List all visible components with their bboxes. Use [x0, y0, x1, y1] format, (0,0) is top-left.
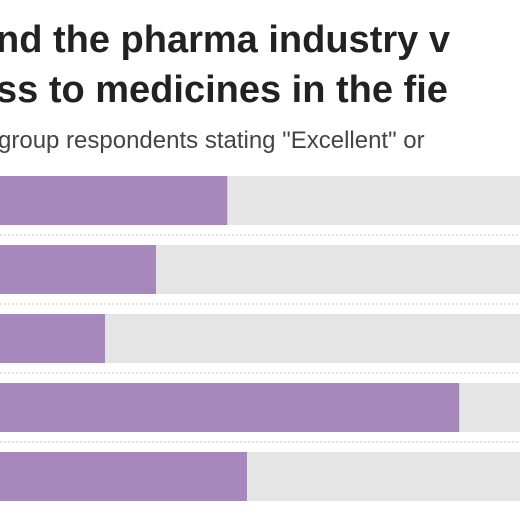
bar	[0, 245, 156, 294]
chart-title-line-1: nd the pharma industry v	[0, 19, 450, 61]
bar	[0, 383, 460, 432]
chart-subtitle: group respondents stating "Excellent" or	[0, 127, 425, 154]
bar	[0, 176, 228, 225]
bar	[0, 314, 106, 363]
chart-title-line-2: ss to medicines in the fie	[0, 69, 448, 111]
bar	[0, 452, 247, 501]
